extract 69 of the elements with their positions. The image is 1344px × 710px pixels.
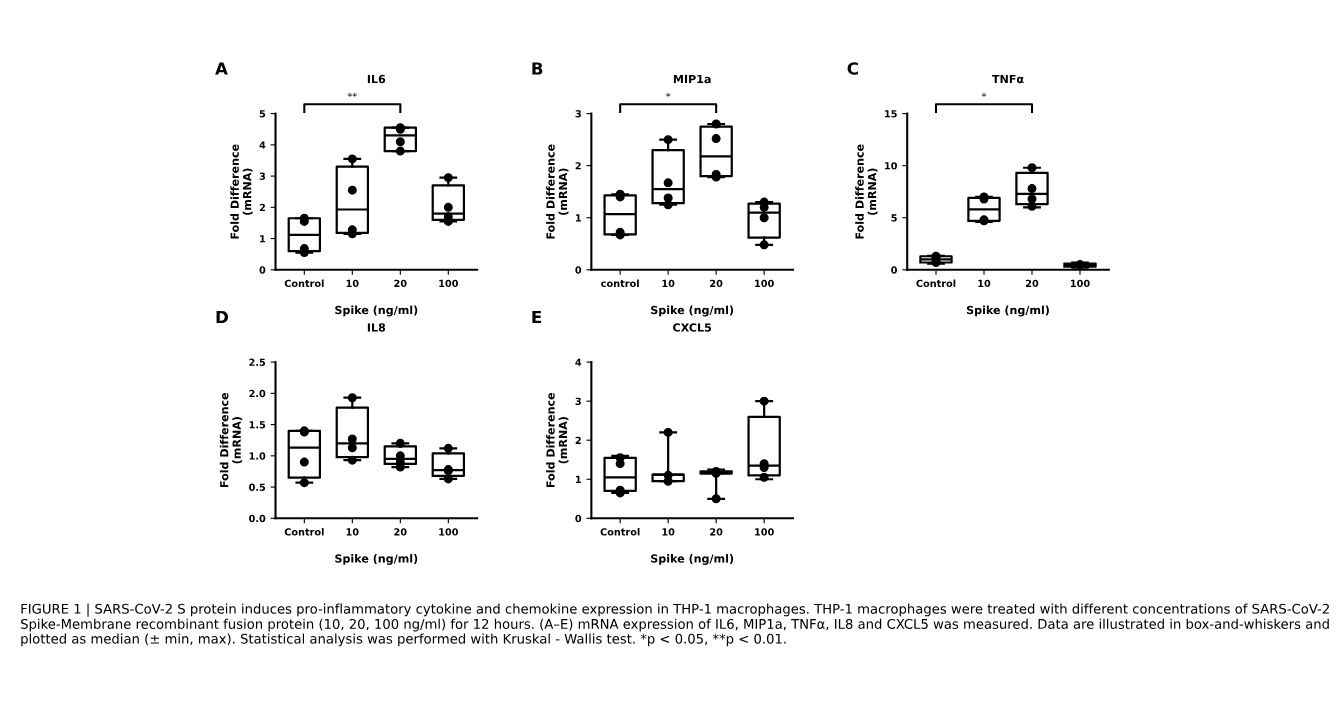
x-tick-label: 20 — [710, 279, 723, 288]
x-axis-title: Spike (ng/ml) — [966, 305, 1049, 317]
text: * — [981, 92, 987, 98]
chart-title: MIP1a — [673, 74, 711, 84]
chart-title: TNFα — [992, 74, 1024, 84]
x-tick-label: Control — [600, 528, 640, 536]
y-tick-label: 2 — [259, 203, 265, 212]
y-axis-title: Fold Difference (mRNA) — [855, 144, 878, 239]
x-tick-label: control — [601, 279, 639, 288]
x-tick-label: 10 — [662, 528, 675, 536]
chart-title: IL8 — [367, 323, 386, 332]
x-axis-title: Spike (ng/ml) — [335, 305, 418, 317]
y-tick-label: 3 — [575, 397, 581, 405]
y-tick-label: 1 — [575, 214, 581, 222]
x-tick-label: 10 — [346, 279, 359, 288]
y-axis-title: Fold Difference (mRNA) — [230, 144, 253, 239]
x-tick-label: 100 — [1070, 279, 1090, 288]
x-tick-label: 100 — [439, 528, 458, 536]
y-tick-label: 1.5 — [249, 421, 266, 429]
y-tick-label: 0.5 — [249, 483, 266, 491]
y-tick-label: 2.5 — [249, 358, 266, 366]
y-axis-title: Fold Difference (mRNA) — [219, 392, 243, 488]
y-tick-label: 1 — [260, 235, 266, 243]
x-axis-title: Spike (ng/ml) — [651, 305, 734, 317]
x-tick-label: 20 — [394, 279, 407, 288]
text: D — [216, 310, 228, 324]
y-tick-label: 2 — [575, 436, 581, 444]
y-tick-label: 5 — [259, 110, 266, 118]
y-tick-label: 15 — [885, 110, 897, 118]
x-tick-label: 10 — [978, 279, 991, 288]
text: * — [666, 92, 671, 98]
text: B — [532, 62, 543, 75]
x-tick-label: Control — [284, 279, 324, 288]
y-tick-label: 5 — [891, 214, 897, 222]
x-tick-label: 20 — [710, 528, 723, 536]
text: C — [847, 62, 858, 75]
chart-title: CXCL5 — [673, 323, 712, 332]
x-tick-label: 10 — [346, 528, 359, 536]
y-tick-label: 2.0 — [249, 389, 266, 398]
x-tick-label: 100 — [439, 279, 458, 288]
y-tick-label: 0 — [891, 266, 898, 274]
x-tick-label: 10 — [662, 279, 675, 288]
caption: FIGURE 1 | SARS-CoV-2 S protein induces pro-inflammatory cytokine and chemokine expression in THP-1 macrophages. THP-1 macrophages were treated with different concentrations of SARS-CoV-2 Spike-Membrane recombinant fusion protein (10, 20, 100 ng/ml) for 12 hours. (A–E) mRNA expression of IL6, MIP1a, TNFα, IL8 and CXCL5 was measured. Data are illustrated in box-and-whiskers and plotted as median (± min, max). Statistical analysis was performed with Kruskal - Wallis test. *p < 0.05, **p < 0.01. — [21, 603, 1329, 647]
x-axis-title: Spike (ng/ml) — [651, 554, 734, 565]
y-tick-label: 4 — [575, 358, 582, 366]
y-tick-label: 0.0 — [249, 514, 266, 523]
x-tick-label: Control — [284, 528, 324, 536]
y-tick-label: 10 — [885, 162, 898, 170]
chart-title: IL6 — [367, 74, 386, 84]
y-tick-label: 1.0 — [249, 452, 266, 460]
y-tick-label: 0 — [575, 266, 582, 274]
y-axis-title: Fold Difference (mRNA) — [546, 392, 569, 488]
x-tick-label: Control — [916, 279, 956, 288]
x-tick-label: 100 — [755, 279, 774, 288]
y-tick-label: 0 — [259, 266, 266, 274]
y-tick-label: 1 — [575, 475, 581, 483]
text: A — [215, 62, 228, 75]
x-tick-label: 20 — [394, 528, 407, 536]
x-tick-label: 20 — [1026, 279, 1039, 288]
y-tick-label: 2 — [575, 162, 581, 170]
y-tick-label: 3 — [259, 172, 266, 180]
y-axis-title: Fold Difference (mRNA) — [546, 144, 569, 239]
y-tick-label: 3 — [575, 110, 581, 118]
x-tick-label: 100 — [755, 528, 774, 536]
x-axis-title: Spike (ng/ml) — [335, 554, 418, 565]
y-tick-label: 0 — [575, 514, 582, 523]
y-tick-label: 4 — [259, 141, 266, 149]
text: ** — [347, 92, 357, 98]
text: E — [532, 310, 542, 324]
